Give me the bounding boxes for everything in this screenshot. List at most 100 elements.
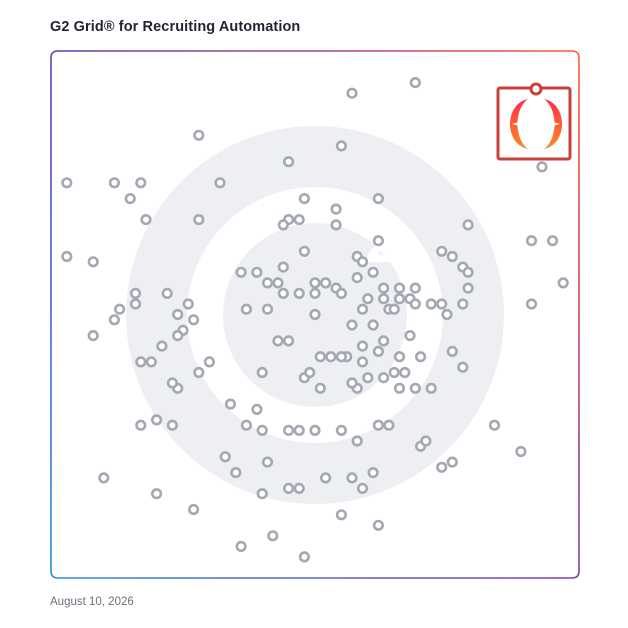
- product-point[interactable]: [309, 424, 321, 437]
- product-point[interactable]: [546, 235, 559, 247]
- product-point[interactable]: [188, 314, 200, 326]
- product-point[interactable]: [378, 282, 390, 294]
- product-point[interactable]: [240, 419, 252, 431]
- product-point[interactable]: [108, 177, 120, 189]
- product-point[interactable]: [462, 282, 474, 294]
- product-point[interactable]: [356, 482, 369, 495]
- product-point[interactable]: [124, 193, 136, 205]
- product-point[interactable]: [356, 356, 369, 368]
- product-point[interactable]: [293, 214, 305, 226]
- product-point[interactable]: [293, 482, 305, 495]
- product-point[interactable]: [277, 287, 289, 300]
- product-point[interactable]: [256, 366, 268, 379]
- product-point[interactable]: [441, 308, 453, 321]
- product-point[interactable]: [135, 177, 147, 189]
- product-point[interactable]: [140, 214, 152, 226]
- product-point[interactable]: [283, 156, 295, 168]
- product-point[interactable]: [261, 277, 274, 289]
- product-point[interactable]: [151, 414, 163, 426]
- product-point[interactable]: [557, 277, 569, 289]
- product-point[interactable]: [203, 356, 215, 368]
- product-point[interactable]: [193, 129, 205, 141]
- product-point[interactable]: [256, 488, 268, 500]
- product-point[interactable]: [393, 282, 406, 294]
- product-point[interactable]: [172, 330, 184, 342]
- product-point[interactable]: [230, 467, 242, 479]
- product-point[interactable]: [61, 177, 73, 189]
- product-point[interactable]: [298, 245, 311, 257]
- product-point[interactable]: [399, 366, 411, 379]
- product-point[interactable]: [515, 445, 527, 458]
- product-point[interactable]: [409, 76, 421, 89]
- product-point[interactable]: [425, 382, 437, 394]
- product-point[interactable]: [277, 261, 289, 273]
- product-point[interactable]: [330, 203, 342, 215]
- product-point[interactable]: [362, 372, 374, 384]
- product-point[interactable]: [436, 461, 448, 473]
- product-point[interactable]: [113, 303, 126, 315]
- product-point[interactable]: [182, 298, 194, 310]
- product-point[interactable]: [335, 287, 348, 300]
- product-point[interactable]: [420, 435, 432, 447]
- product-point[interactable]: [320, 277, 332, 289]
- product-point[interactable]: [346, 472, 358, 484]
- product-point[interactable]: [224, 398, 237, 410]
- product-point[interactable]: [251, 403, 263, 416]
- highlighted-product-badge[interactable]: [496, 82, 572, 161]
- product-point[interactable]: [409, 298, 421, 310]
- product-point[interactable]: [356, 303, 369, 315]
- product-point[interactable]: [388, 303, 400, 315]
- product-point[interactable]: [261, 303, 274, 315]
- product-point[interactable]: [367, 319, 379, 331]
- product-point[interactable]: [219, 451, 231, 463]
- product-point[interactable]: [346, 377, 358, 389]
- product-point[interactable]: [525, 235, 538, 247]
- product-point[interactable]: [393, 351, 406, 363]
- product-point[interactable]: [161, 287, 173, 300]
- product-point[interactable]: [283, 482, 295, 495]
- product-point[interactable]: [346, 319, 358, 331]
- product-point[interactable]: [388, 366, 400, 379]
- product-point[interactable]: [309, 277, 321, 289]
- product-point[interactable]: [87, 256, 99, 268]
- product-point[interactable]: [87, 330, 99, 342]
- product-point[interactable]: [304, 366, 316, 379]
- product-point[interactable]: [425, 298, 437, 310]
- product-point[interactable]: [372, 419, 385, 431]
- product-point[interactable]: [61, 250, 73, 263]
- product-point[interactable]: [436, 245, 448, 257]
- product-point[interactable]: [393, 293, 406, 305]
- product-point[interactable]: [98, 472, 110, 484]
- product-point[interactable]: [309, 308, 321, 321]
- product-point[interactable]: [346, 87, 358, 99]
- product-point[interactable]: [356, 340, 369, 352]
- product-point[interactable]: [129, 298, 142, 310]
- product-point[interactable]: [367, 266, 379, 278]
- product-point[interactable]: [314, 351, 326, 363]
- product-point[interactable]: [367, 467, 379, 479]
- product-point[interactable]: [383, 419, 395, 431]
- product-point[interactable]: [188, 503, 200, 516]
- product-point[interactable]: [457, 298, 469, 310]
- product-point[interactable]: [356, 256, 369, 268]
- product-point[interactable]: [409, 282, 421, 294]
- product-point[interactable]: [372, 519, 385, 531]
- product-point[interactable]: [277, 219, 289, 231]
- product-point[interactable]: [251, 266, 263, 278]
- product-point[interactable]: [172, 308, 184, 321]
- product-point[interactable]: [293, 287, 305, 300]
- product-point[interactable]: [525, 298, 538, 310]
- product-point[interactable]: [256, 424, 268, 437]
- product-point[interactable]: [166, 419, 178, 431]
- product-point[interactable]: [272, 277, 284, 289]
- product-point[interactable]: [335, 509, 348, 521]
- product-point[interactable]: [393, 382, 406, 394]
- product-point[interactable]: [372, 193, 385, 205]
- product-point[interactable]: [283, 335, 295, 347]
- product-point[interactable]: [335, 351, 348, 363]
- product-point[interactable]: [415, 351, 427, 363]
- product-point[interactable]: [283, 424, 295, 437]
- product-point[interactable]: [335, 424, 348, 437]
- product-point[interactable]: [436, 298, 448, 310]
- product-point[interactable]: [462, 219, 474, 231]
